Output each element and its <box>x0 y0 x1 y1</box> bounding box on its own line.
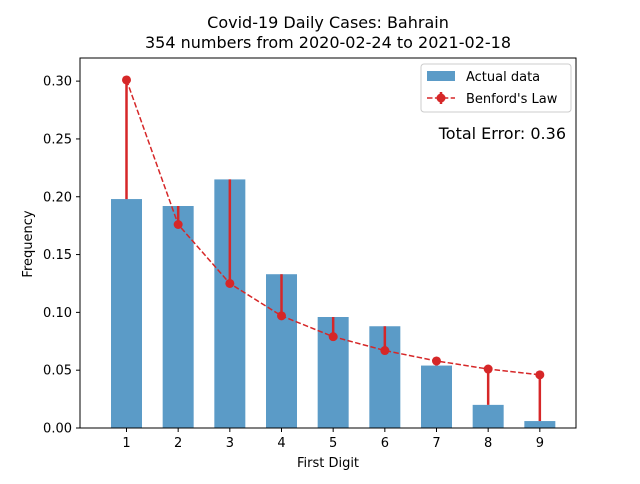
total-error-annotation: Total Error: 0.36 <box>438 124 566 143</box>
bar-digit-2 <box>162 206 194 428</box>
x-tick-label-7: 7 <box>432 436 440 451</box>
x-tick-label-2: 2 <box>174 436 182 451</box>
x-tick-label-9: 9 <box>536 436 544 451</box>
bar-digit-7 <box>421 365 452 428</box>
x-tick-label-5: 5 <box>329 436 337 451</box>
legend-label-actual: Actual data <box>466 70 540 85</box>
plot-area: 1 2 3 4 5 6 7 8 9 0.00 0.05 0.10 0.15 0.20 0.25 0.30 <box>43 57 577 451</box>
y-tick-label-1: 0.05 <box>43 364 72 379</box>
y-tick-label-3: 0.15 <box>43 248 72 263</box>
benford-point-digit-5 <box>328 332 338 342</box>
x-tick-label-6: 6 <box>381 436 389 451</box>
x-tick-label-1: 1 <box>122 436 130 451</box>
bar-digit-8 <box>472 404 504 428</box>
legend: Actual data Benford's Law <box>420 63 572 113</box>
legend-marker-swatch <box>436 93 446 103</box>
x-tick-label-8: 8 <box>484 436 492 451</box>
benford-point-digit-8 <box>483 364 493 374</box>
bar-digit-1 <box>111 199 142 428</box>
legend-bar-swatch <box>427 71 455 81</box>
benford-point-digit-1 <box>122 75 131 85</box>
benford-point-digit-2 <box>173 220 183 229</box>
y-tick-label-2: 0.10 <box>43 306 72 321</box>
y-tick-label-6: 0.30 <box>43 75 72 90</box>
bar-digit-9 <box>524 421 556 428</box>
benford-point-digit-6 <box>380 346 390 356</box>
chart-subtitle: 354 numbers from 2020-02-24 to 2021-02-1… <box>145 33 511 52</box>
benford-point-digit-9 <box>535 370 545 380</box>
x-tick-label-3: 3 <box>226 436 234 451</box>
y-tick-label-0: 0.00 <box>43 422 72 437</box>
benford-point-digit-4 <box>277 311 286 321</box>
y-tick-label-4: 0.20 <box>43 190 72 205</box>
x-axis-label: First Digit <box>297 456 359 471</box>
legend-label-benford: Benford's Law <box>466 92 558 107</box>
x-tick-label-4: 4 <box>277 436 285 451</box>
benford-point-digit-3 <box>225 278 235 288</box>
axes-frame <box>79 57 577 429</box>
chart-title: Covid-19 Daily Cases: Bahrain <box>207 13 449 32</box>
y-tick-label-5: 0.25 <box>43 132 72 147</box>
y-axis-label: Frequency <box>21 210 36 277</box>
legend-frame <box>420 63 572 113</box>
benford-point-digit-7 <box>432 356 441 366</box>
